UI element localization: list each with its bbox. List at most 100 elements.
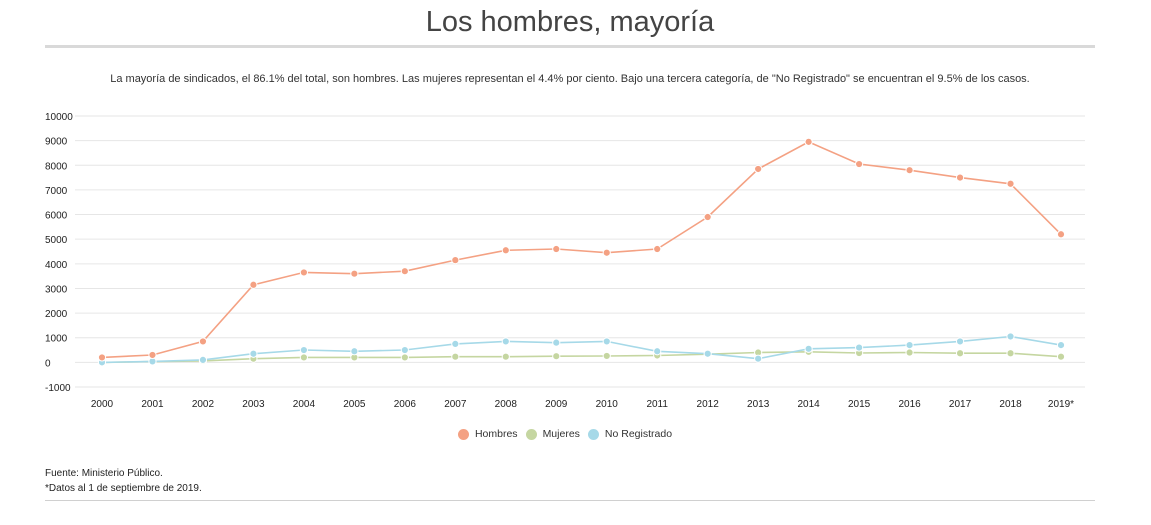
y-tick-label: 2000 [45,309,68,320]
data-point-hombres [249,280,258,289]
x-tick-label: 2009 [545,399,568,410]
data-point-mujeres [400,353,409,362]
x-tick-label: 2013 [747,399,770,410]
data-point-hombres [754,164,763,174]
data-point-mujeres [299,353,308,362]
legend-item-hombres[interactable]: Hombres [457,428,518,440]
legend-label: Hombres [474,428,518,440]
data-point-hombres [299,268,308,277]
x-tick-label: 2008 [495,399,518,410]
y-tick-label: 9000 [45,137,68,148]
line-chart: -1000 0 1000 2000 3000 4000 5000 6000 7000 8000 90… [45,112,1085,410]
series-line-mujeres [101,350,1062,364]
data-point-hombres [350,269,359,278]
data-point-hombres [1056,230,1066,239]
data-point-no-registrado [1056,341,1066,350]
chart-title: Los hombres, mayoría [425,6,715,38]
x-tick-label: 2000 [91,399,114,410]
series-mujeres [97,347,1066,367]
legend-label: Mujeres [542,428,580,440]
data-point-hombres [1006,179,1015,188]
x-tick-label: 2007 [444,399,467,410]
y-tick-label: 8000 [45,161,68,172]
data-point-mujeres [552,352,561,361]
footnote-text: *Datos al 1 de septiembre de 2019. [45,483,202,494]
series-hombres [97,137,1066,362]
x-tick-label: 2017 [949,399,972,410]
x-tick-label: 2004 [293,399,316,410]
data-point-hombres [501,246,510,255]
x-tick-label: 2014 [798,399,821,410]
x-tick-label: 2018 [999,399,1022,410]
data-point-hombres [97,353,107,362]
y-tick-label: 4000 [45,260,68,271]
series-line-hombres [101,141,1062,359]
y-tick-label: 0 [45,358,51,369]
data-point-hombres [602,248,611,257]
data-point-hombres [400,267,409,276]
legend: Hombres Mujeres No Registrado [0,428,1130,443]
data-point-no-registrado [451,339,460,348]
x-tick-label: 2001 [141,399,164,410]
data-point-mujeres [1056,352,1066,361]
x-tick-label: 2006 [394,399,417,410]
series-no-registrado [97,332,1066,367]
x-tick-label: 2003 [242,399,265,410]
x-axis-ticks: 2000 2001 2002 2003 2004 2005 2006 2007 2008 2009… [91,399,1074,410]
data-point-hombres [148,350,157,360]
chart-subtitle: La mayoría de sindicados, el 86.1% del t… [110,73,1030,85]
y-tick-label: 6000 [45,211,68,222]
data-point-no-registrado [299,345,308,355]
series-line-no-registrado [101,335,1062,364]
data-point-hombres [451,256,460,265]
x-tick-label: 2005 [343,399,366,410]
data-point-hombres [703,212,712,222]
legend-marker [457,428,469,440]
x-tick-label: 2016 [898,399,921,410]
legend-item-no-registrado[interactable]: No Registrado [587,428,672,440]
data-point-hombres [955,173,965,182]
source-text: Fuente: Ministerio Público. [45,468,163,479]
data-point-no-registrado [501,337,510,346]
data-point-no-registrado [804,344,813,353]
x-tick-label: 2019* [1048,399,1074,410]
data-point-no-registrado [552,338,561,347]
y-tick-label: 1000 [45,334,68,345]
y-tick-label: 5000 [45,235,68,246]
data-point-mujeres [602,351,611,361]
x-tick-label: 2015 [848,399,871,410]
legend-marker [587,428,599,440]
data-point-no-registrado [350,347,359,356]
data-point-hombres [653,244,662,254]
x-tick-label: 2011 [646,399,668,410]
source-note: Fuente: Ministerio Público. *Datos al 1 … [45,466,202,496]
title-divider [45,45,1095,48]
data-point-hombres [905,166,914,175]
legend-marker [525,428,537,440]
y-tick-label: 7000 [45,186,68,197]
data-point-no-registrado [1006,332,1015,341]
data-point-no-registrado [198,355,208,364]
data-point-mujeres [905,348,914,357]
y-tick-label: 3000 [45,284,68,295]
y-axis-ticks: -1000 0 1000 2000 3000 4000 5000 6000 7000 8000 90… [45,112,73,394]
data-point-no-registrado [855,343,864,352]
y-tick-label: -1000 [45,383,71,394]
data-point-hombres [552,244,561,254]
data-point-no-registrado [653,347,662,356]
legend-item-mujeres[interactable]: Mujeres [525,428,580,440]
data-point-hombres [855,159,864,169]
x-tick-label: 2002 [192,399,215,410]
x-tick-label: 2010 [596,399,619,410]
data-point-mujeres [501,352,510,361]
y-tick-label: 10000 [45,112,73,123]
gridlines [75,115,1085,388]
data-point-mujeres [1006,349,1015,358]
bottom-divider [45,500,1095,501]
data-point-no-registrado [905,341,914,350]
data-point-no-registrado [754,354,763,363]
data-point-mujeres [451,352,460,361]
data-point-no-registrado [955,337,965,346]
data-point-no-registrado [602,337,611,346]
data-point-mujeres [955,349,965,358]
